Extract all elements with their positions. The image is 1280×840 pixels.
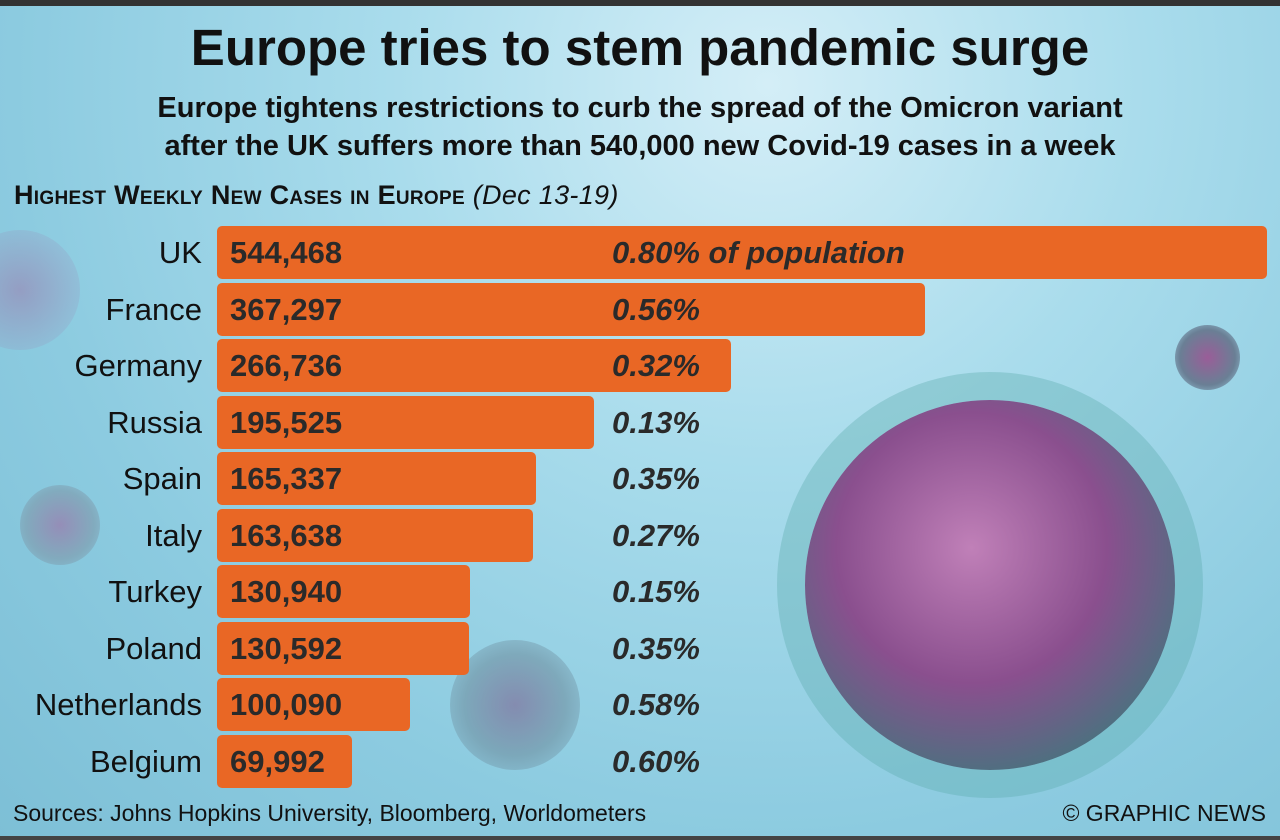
- section-period: (Dec 13-19): [472, 180, 619, 210]
- category-label: Germany: [74, 348, 202, 383]
- sources: Sources: Johns Hopkins University, Bloom…: [13, 800, 647, 826]
- bar-germany: [217, 339, 732, 392]
- value-label: 69,992: [230, 743, 325, 779]
- bar-uk: [217, 226, 1267, 279]
- bar-spain: [217, 452, 536, 505]
- percent-label: 0.56%: [612, 291, 700, 327]
- subtitle: Europe tightens restrictions to curb the…: [157, 92, 1123, 124]
- virus-image: [805, 400, 1175, 770]
- credit: © GRAPHIC NEWS: [1062, 800, 1266, 826]
- value-label: 163,638: [230, 517, 343, 553]
- virus-image: [20, 485, 100, 565]
- percent-label: 0.32%: [612, 348, 700, 383]
- value-label: 100,090: [230, 687, 343, 722]
- value-label: 130,592: [230, 630, 343, 666]
- category-label: Poland: [105, 630, 202, 666]
- percent-label: 0.13%: [612, 404, 700, 440]
- top-border: [0, 0, 1280, 6]
- percent-label: 0.58%: [612, 687, 700, 722]
- virus-image: [450, 640, 580, 770]
- bar-turkey: [217, 565, 470, 618]
- value-label: 544,468: [230, 235, 343, 270]
- virus-image: [1175, 325, 1240, 390]
- category-label: Russia: [107, 404, 202, 440]
- value-label: 130,940: [230, 574, 343, 609]
- category-label: Spain: [122, 461, 202, 496]
- category-label: Belgium: [90, 743, 202, 779]
- value-label: 266,736: [230, 348, 343, 383]
- virus-image: [0, 230, 80, 350]
- category-label: France: [105, 291, 202, 327]
- bar-belgium: [217, 734, 352, 788]
- percent-label: 0.27%: [612, 517, 700, 553]
- subtitle: after the UK suffers more than 540,000 n…: [164, 130, 1116, 162]
- section-title: Highest Weekly New Cases in Europe (Dec …: [14, 180, 619, 211]
- bar-poland: [217, 621, 469, 675]
- section-title-text: Highest Weekly New Cases in Europe: [14, 180, 465, 210]
- value-label: 195,525: [230, 404, 343, 440]
- percent-label: 0.60%: [612, 743, 700, 779]
- bar-russia: [217, 395, 595, 449]
- percent-label: 0.15%: [612, 574, 700, 609]
- bar-netherlands: [217, 678, 411, 731]
- bottom-border: [0, 836, 1280, 840]
- value-label: 367,297: [230, 291, 343, 327]
- bar-france: [217, 282, 926, 336]
- percent-label: 0.80% of population: [612, 235, 905, 270]
- value-label: 165,337: [230, 461, 343, 496]
- chart-title: Europe tries to stem pandemic surge: [190, 19, 1090, 76]
- category-label: Netherlands: [34, 687, 202, 722]
- percent-label: 0.35%: [612, 461, 700, 496]
- category-label: UK: [158, 235, 202, 270]
- category-label: Turkey: [108, 574, 202, 609]
- bar-italy: [217, 508, 533, 562]
- percent-label: 0.35%: [612, 630, 700, 666]
- category-label: Italy: [145, 517, 202, 553]
